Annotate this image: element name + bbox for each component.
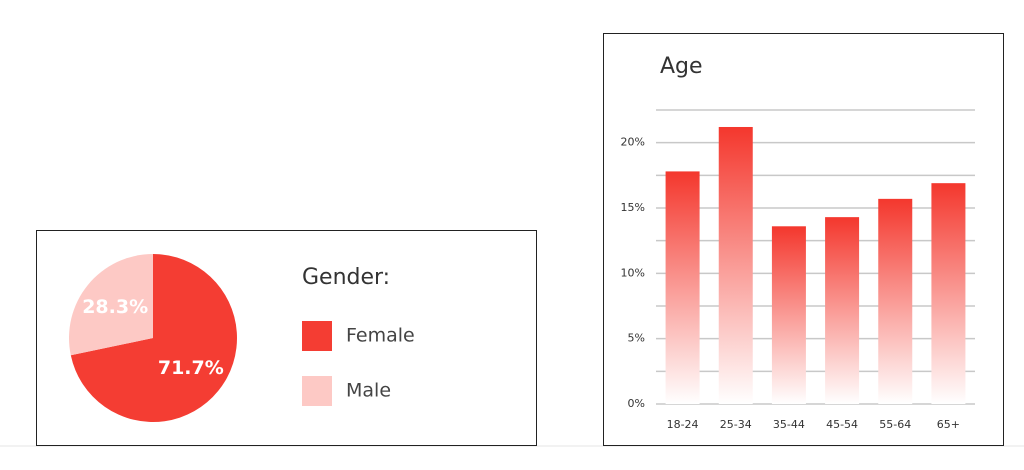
bar bbox=[665, 171, 700, 404]
pie-slice bbox=[69, 254, 153, 356]
bar bbox=[931, 183, 966, 404]
legend-swatch bbox=[302, 321, 332, 351]
gender-panel bbox=[36, 230, 537, 446]
y-tick-label: 0% bbox=[628, 397, 645, 410]
legend-swatch bbox=[302, 376, 332, 406]
age-panel bbox=[603, 33, 1004, 446]
pie-slice bbox=[70, 254, 238, 423]
slice-label: 71.7% bbox=[158, 357, 224, 379]
y-tick-label: 15% bbox=[621, 201, 645, 214]
x-tick-label: 25-34 bbox=[720, 418, 752, 431]
legend-label: Male bbox=[346, 380, 391, 402]
slice-label: 28.3% bbox=[82, 296, 148, 318]
y-tick-label: 10% bbox=[621, 266, 645, 279]
chart-title: Age bbox=[660, 54, 703, 79]
x-tick-label: 65+ bbox=[937, 418, 960, 431]
bar bbox=[771, 226, 806, 404]
bar bbox=[825, 217, 860, 404]
x-tick-label: 45-54 bbox=[826, 418, 858, 431]
y-tick-label: 5% bbox=[628, 332, 645, 345]
legend-title: Gender: bbox=[302, 265, 390, 290]
x-tick-label: 35-44 bbox=[773, 418, 805, 431]
bar bbox=[718, 126, 753, 404]
bar bbox=[878, 198, 913, 404]
x-tick-label: 18-24 bbox=[667, 418, 699, 431]
x-tick-label: 55-64 bbox=[879, 418, 911, 431]
y-tick-label: 20% bbox=[621, 136, 645, 149]
legend-label: Female bbox=[346, 325, 415, 347]
